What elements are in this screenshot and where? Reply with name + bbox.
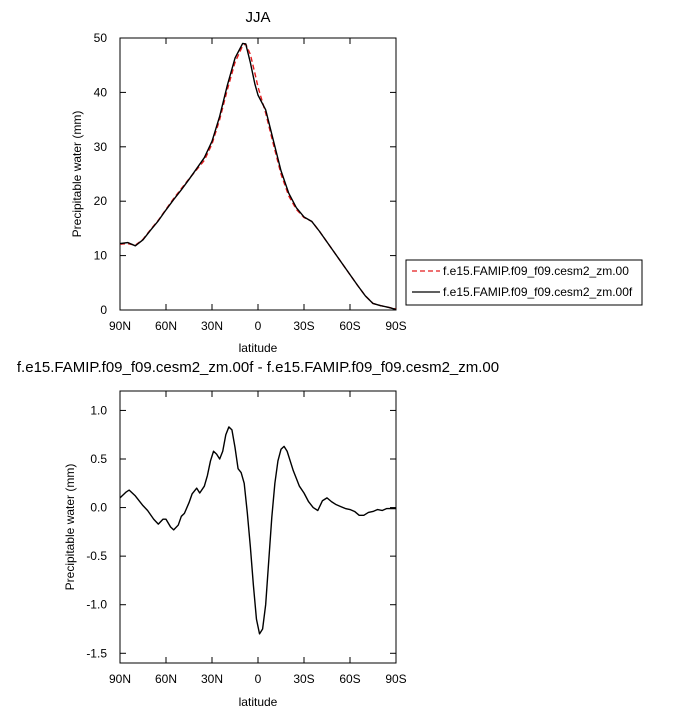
legend-label-series-1: f.e15.FAMIP.f09_f09.cesm2_zm.00 bbox=[443, 264, 629, 278]
top-x-tick-label: 60N bbox=[155, 319, 177, 333]
top-x-ticks: 90N 60N 30N 0 30S 60S 90S bbox=[109, 38, 407, 333]
top-series-lines bbox=[119, 42, 397, 311]
bottom-x-tick-label: 60S bbox=[339, 672, 360, 686]
bottom-y-ticks: 1.0 0.5 0.0 -0.5 -1.0 -1.5 bbox=[86, 403, 396, 660]
bottom-y-axis-label: Precipitable water (mm) bbox=[63, 464, 77, 591]
bottom-chart-title: f.e15.FAMIP.f09_f09.cesm2_zm.00f - f.e15… bbox=[17, 359, 499, 376]
bottom-series-lines bbox=[119, 426, 396, 635]
top-y-tick-label: 30 bbox=[94, 140, 108, 154]
top-y-tick-label: 40 bbox=[94, 85, 108, 99]
legend-label-series-2: f.e15.FAMIP.f09_f09.cesm2_zm.00f bbox=[443, 285, 633, 299]
top-plot-frame bbox=[119, 37, 397, 311]
top-panel: JJA 0 10 20 30 40 50 90N 60N 30N 0 30S 60S 90S Prec… bbox=[70, 9, 643, 355]
bottom-y-tick-label: 1.0 bbox=[90, 403, 107, 417]
top-y-tick-label: 0 bbox=[100, 303, 107, 317]
bottom-series-line-1 bbox=[119, 426, 396, 635]
legend-box bbox=[405, 259, 643, 306]
top-x-tick-label: 30N bbox=[201, 319, 223, 333]
bottom-y-tick-label: -1.5 bbox=[86, 646, 107, 660]
bottom-plot-frame bbox=[119, 390, 397, 664]
top-x-tick-label: 90S bbox=[385, 319, 406, 333]
top-x-axis-label: latitude bbox=[239, 341, 278, 355]
bottom-y-tick-label: -1.0 bbox=[86, 598, 107, 612]
bottom-x-axis-label: latitude bbox=[239, 695, 278, 709]
top-y-tick-label: 50 bbox=[94, 31, 108, 45]
bottom-x-tick-label: 60N bbox=[155, 672, 177, 686]
top-series-line-2 bbox=[119, 42, 397, 311]
top-y-tick-label: 10 bbox=[94, 249, 108, 263]
top-x-tick-label: 60S bbox=[339, 319, 360, 333]
top-y-ticks: 0 10 20 30 40 50 bbox=[94, 31, 396, 317]
top-x-tick-label: 30S bbox=[293, 319, 314, 333]
bottom-x-ticks: 90N 60N 30N 0 30S 60S 90S bbox=[109, 391, 407, 686]
top-chart-title: JJA bbox=[245, 9, 270, 26]
legend: f.e15.FAMIP.f09_f09.cesm2_zm.00 f.e15.FA… bbox=[405, 259, 643, 306]
top-x-tick-label: 90N bbox=[109, 319, 131, 333]
bottom-x-tick-label: 30N bbox=[201, 672, 223, 686]
top-y-axis-label: Precipitable water (mm) bbox=[70, 111, 84, 238]
bottom-y-tick-label: 0.5 bbox=[90, 452, 107, 466]
top-x-tick-label: 0 bbox=[255, 319, 262, 333]
bottom-x-tick-label: 90N bbox=[109, 672, 131, 686]
bottom-y-tick-label: -0.5 bbox=[86, 549, 107, 563]
bottom-x-tick-label: 90S bbox=[385, 672, 406, 686]
bottom-x-tick-label: 0 bbox=[255, 672, 262, 686]
bottom-panel: f.e15.FAMIP.f09_f09.cesm2_zm.00f - f.e15… bbox=[17, 359, 499, 709]
bottom-x-tick-label: 30S bbox=[293, 672, 314, 686]
top-y-tick-label: 20 bbox=[94, 194, 108, 208]
bottom-y-tick-label: 0.0 bbox=[90, 501, 107, 515]
top-series-line-1 bbox=[119, 43, 397, 310]
